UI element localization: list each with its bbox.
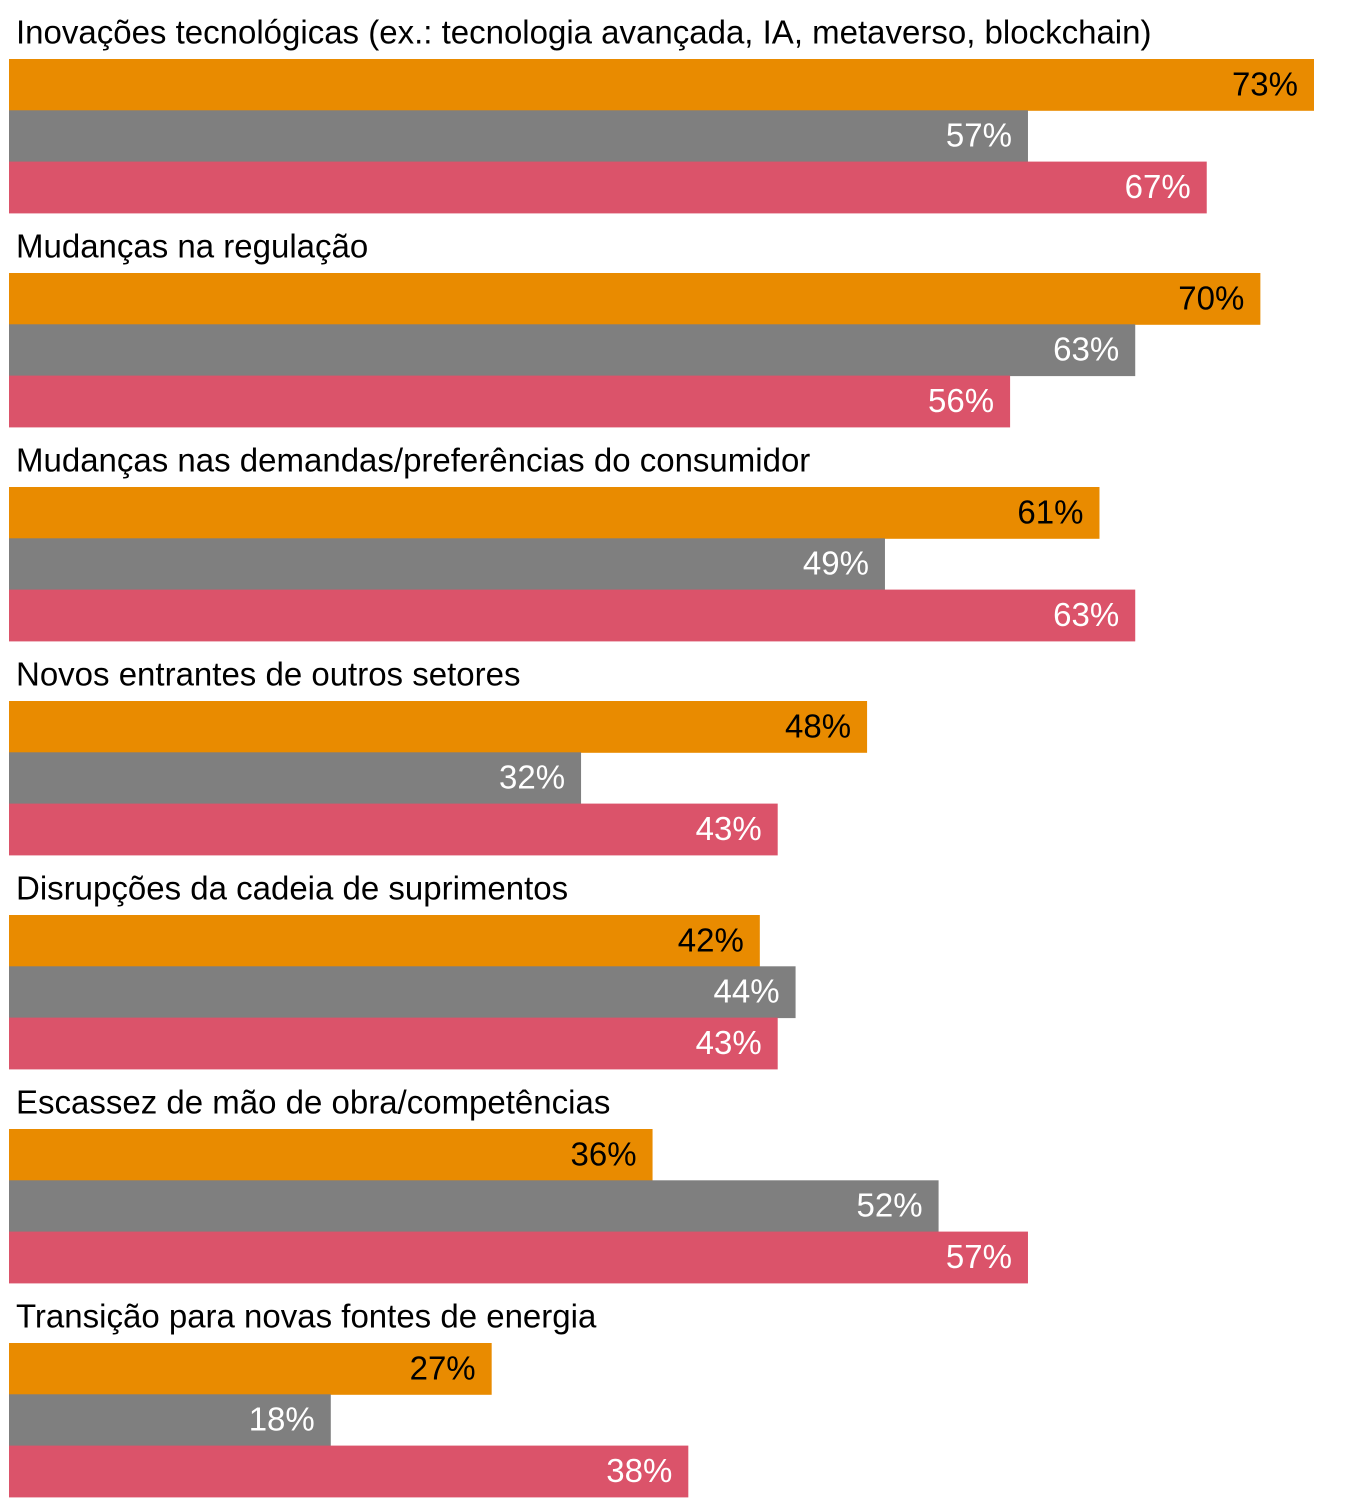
category-label: Transição para novas fontes de energia <box>16 1298 597 1335</box>
category-label: Disrupções da cadeia de suprimentos <box>16 870 568 907</box>
bar <box>9 1017 778 1070</box>
bar <box>9 1180 939 1233</box>
bar <box>9 1343 492 1395</box>
value-label: 70% <box>1178 279 1244 316</box>
bar <box>9 110 1028 163</box>
bar <box>9 59 1314 111</box>
bar <box>9 803 778 856</box>
value-label: 38% <box>606 1452 672 1489</box>
value-label: 42% <box>678 921 744 958</box>
bar <box>9 1129 653 1181</box>
value-label: 73% <box>1232 65 1298 102</box>
category-label: Escassez de mão de obra/competências <box>16 1084 610 1121</box>
value-label: 57% <box>946 117 1012 154</box>
value-label: 27% <box>410 1349 476 1386</box>
bar <box>9 1445 689 1498</box>
value-label: 36% <box>570 1135 636 1172</box>
value-label: 32% <box>499 759 565 796</box>
value-label: 52% <box>857 1187 923 1224</box>
bar <box>9 324 1136 377</box>
value-label: 56% <box>928 382 994 419</box>
bar <box>9 487 1100 539</box>
value-label: 63% <box>1053 331 1119 368</box>
bar <box>9 915 760 967</box>
value-label: 48% <box>785 707 851 744</box>
bar <box>9 273 1261 325</box>
bar <box>9 589 1136 642</box>
value-label: 57% <box>946 1238 1012 1275</box>
category-label: Mudanças nas demandas/preferências do co… <box>16 442 810 479</box>
value-label: 18% <box>249 1401 315 1438</box>
bar <box>9 1231 1028 1284</box>
category-label: Novos entrantes de outros setores <box>16 656 520 693</box>
value-label: 43% <box>696 810 762 847</box>
bar <box>9 538 885 591</box>
value-label: 63% <box>1053 596 1119 633</box>
bar <box>9 966 796 1019</box>
category-label: Mudanças na regulação <box>16 228 368 265</box>
value-label: 44% <box>714 973 780 1010</box>
bar <box>9 752 582 805</box>
bar <box>9 1394 331 1447</box>
value-label: 61% <box>1017 493 1083 530</box>
bar <box>9 375 1011 428</box>
value-label: 49% <box>803 545 869 582</box>
value-label: 43% <box>696 1024 762 1061</box>
bar <box>9 701 868 753</box>
category-label: Inovações tecnológicas (ex.: tecnologia … <box>16 14 1151 51</box>
bar <box>9 161 1207 214</box>
value-label: 67% <box>1125 168 1191 205</box>
